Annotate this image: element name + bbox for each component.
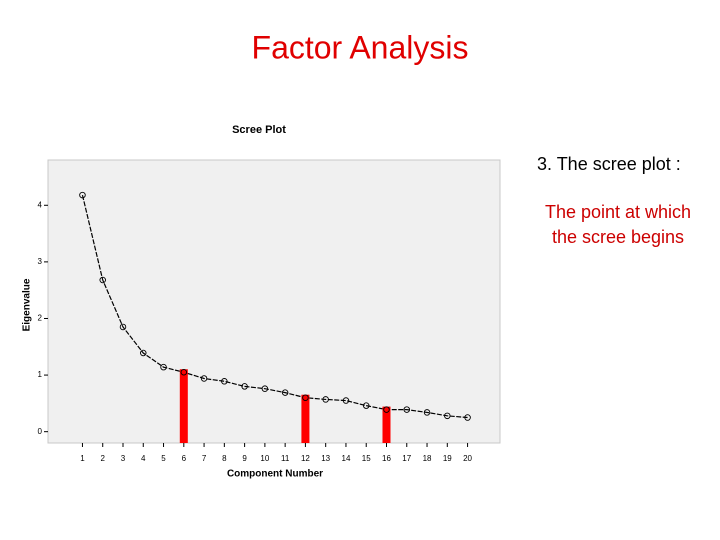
point bbox=[322, 396, 329, 403]
point bbox=[464, 414, 471, 421]
y-tick-label: 4 bbox=[38, 200, 43, 209]
highlight-bar bbox=[179, 369, 188, 443]
x-tick-label: 13 bbox=[321, 454, 330, 463]
x-tick-label: 1 bbox=[80, 454, 85, 463]
point bbox=[221, 378, 228, 385]
point bbox=[302, 394, 309, 401]
notes-line: the scree begins bbox=[552, 227, 684, 247]
x-tick-label: 12 bbox=[301, 454, 310, 463]
y-tick-label: 0 bbox=[38, 427, 43, 436]
point bbox=[261, 385, 269, 392]
chart-title: Scree Plot bbox=[232, 124, 286, 136]
x-tick-label: 17 bbox=[402, 454, 411, 463]
point bbox=[99, 276, 106, 284]
x-tick-label: 10 bbox=[260, 454, 269, 463]
x-axis-label: Component Number bbox=[227, 469, 323, 480]
y-tick-label: 2 bbox=[38, 314, 43, 323]
point bbox=[180, 369, 188, 376]
plot-area bbox=[47, 159, 501, 444]
series-line bbox=[81, 194, 468, 419]
x-tick-label: 4 bbox=[141, 454, 146, 463]
highlight-bar bbox=[382, 406, 391, 443]
x-tick-label: 2 bbox=[100, 454, 105, 463]
point bbox=[241, 383, 248, 390]
point bbox=[140, 349, 147, 357]
x-tick-label: 8 bbox=[222, 454, 227, 463]
point bbox=[383, 406, 390, 413]
point bbox=[342, 397, 350, 404]
point bbox=[444, 412, 451, 420]
x-tick-label: 20 bbox=[463, 454, 472, 463]
x-tick-label: 3 bbox=[121, 454, 126, 463]
y-axis-label: Eigenvalue bbox=[22, 278, 33, 331]
y-tick-label: 1 bbox=[38, 370, 43, 379]
x-tick-label: 6 bbox=[182, 454, 187, 463]
x-tick-label: 15 bbox=[362, 454, 371, 463]
point bbox=[362, 402, 370, 409]
x-tick-label: 5 bbox=[161, 454, 166, 463]
point bbox=[200, 375, 208, 382]
x-tick-label: 11 bbox=[281, 454, 290, 463]
point bbox=[403, 406, 411, 413]
x-tick-label: 19 bbox=[443, 454, 452, 463]
point bbox=[423, 409, 431, 416]
point bbox=[119, 323, 127, 331]
x-tick-label: 18 bbox=[423, 454, 432, 463]
y-tick-label: 3 bbox=[38, 257, 43, 266]
highlight-bar bbox=[301, 394, 310, 443]
point bbox=[281, 389, 289, 396]
x-tick-label: 16 bbox=[382, 454, 391, 463]
x-tick-label: 14 bbox=[342, 454, 351, 463]
x-tick-label: 9 bbox=[242, 454, 247, 463]
slide-title: Factor Analysis bbox=[252, 29, 469, 65]
x-tick-label: 7 bbox=[202, 454, 207, 463]
point bbox=[79, 191, 86, 199]
point bbox=[160, 363, 167, 371]
notes-line: The point at which bbox=[545, 202, 691, 222]
notes-heading: 3. The scree plot : bbox=[537, 154, 681, 174]
